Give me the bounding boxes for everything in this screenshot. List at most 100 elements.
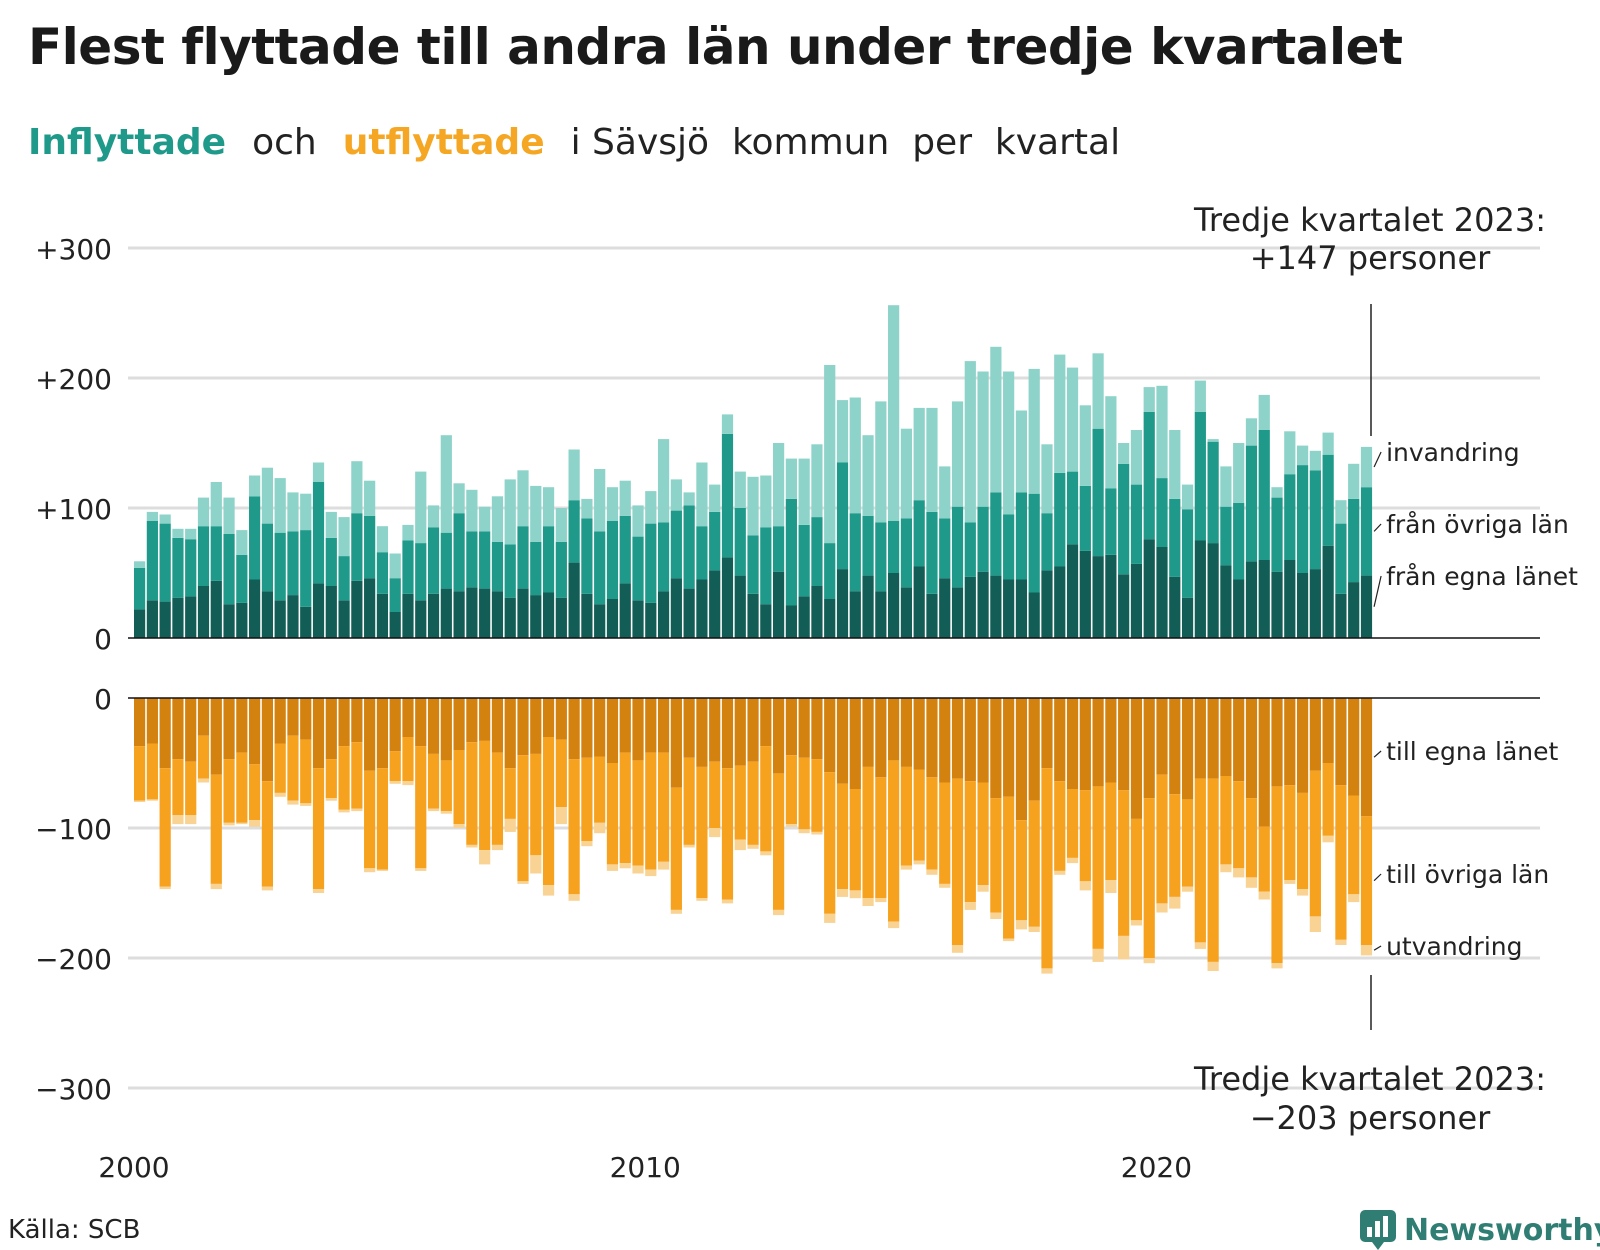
bar-outflow-own-county	[1181, 698, 1194, 800]
bar-outflow-emigration	[581, 841, 593, 847]
bar-inflow-other-county	[939, 518, 951, 579]
bar-outflow-emigration	[645, 869, 657, 877]
bar-outflow-own-county	[849, 698, 861, 789]
bar-inflow-other-county	[504, 544, 516, 598]
bar-outflow-emigration	[1066, 857, 1079, 864]
bar-inflow-own-county	[696, 579, 708, 638]
bar-inflow-immigration	[1258, 394, 1270, 430]
bar-outflow-other-county	[1156, 774, 1168, 904]
bar-outflow-own-county	[1348, 698, 1360, 796]
bar-outflow-emigration	[1271, 963, 1283, 969]
top-y-tick-label: +200	[35, 363, 112, 396]
bar-outflow-emigration	[312, 889, 325, 893]
bar-outflow-other-county	[542, 737, 555, 886]
bar-outflow-emigration	[1360, 945, 1373, 956]
bar-inflow-own-county	[1118, 574, 1130, 638]
bar-inflow-other-county	[172, 537, 184, 598]
bar-outflow-own-county	[542, 698, 555, 737]
bar-inflow-other-county	[415, 543, 427, 601]
bar-inflow-own-county	[1207, 543, 1219, 638]
bar-inflow-other-county	[210, 526, 222, 581]
bar-inflow-immigration	[504, 479, 516, 545]
bar-inflow-immigration	[542, 487, 555, 527]
chart-subtitle: Inflyttade och utflyttade i Sävsjö kommun p…	[28, 122, 1146, 163]
bar-outflow-emigration	[619, 863, 631, 869]
bar-inflow-other-county	[1194, 411, 1206, 541]
bar-outflow-other-county	[862, 766, 874, 899]
bar-outflow-emigration	[696, 898, 708, 901]
bar-inflow-other-county	[1271, 497, 1283, 572]
bar-outflow-own-county	[491, 698, 504, 753]
subtitle-rest: i Sävsjö kommun per kvartal	[570, 122, 1121, 163]
bar-inflow-other-county	[900, 518, 912, 588]
bar-outflow-other-county	[479, 740, 491, 851]
bar-inflow-other-county	[824, 543, 836, 599]
bar-outflow-own-county	[453, 698, 465, 750]
bar-outflow-emigration	[415, 868, 427, 871]
bar-inflow-other-county	[1041, 513, 1053, 571]
bar-inflow-own-county	[325, 586, 337, 638]
bar-outflow-other-county	[709, 761, 721, 828]
bar-inflow-own-county	[785, 605, 797, 638]
bar-inflow-immigration	[888, 305, 900, 521]
bar-outflow-other-county	[1028, 800, 1040, 927]
bar-outflow-emigration	[798, 829, 810, 834]
label-to-other-counties: till övriga län	[1386, 860, 1549, 889]
bar-outflow-emigration	[159, 886, 171, 890]
bar-outflow-emigration	[926, 869, 938, 875]
bar-inflow-other-county	[530, 541, 542, 596]
bar-inflow-immigration	[875, 401, 887, 523]
bar-inflow-immigration	[645, 491, 657, 524]
bar-outflow-own-county	[670, 698, 682, 788]
bar-outflow-emigration	[1233, 868, 1245, 878]
bar-outflow-other-county	[594, 756, 606, 823]
bar-inflow-own-county	[1245, 561, 1258, 638]
bar-outflow-other-county	[1296, 792, 1309, 890]
bar-inflow-other-county	[734, 508, 746, 576]
bar-inflow-other-county	[709, 511, 721, 571]
bar-outflow-own-county	[1079, 698, 1091, 791]
bar-outflow-own-county	[555, 698, 567, 740]
bar-inflow-own-county	[146, 600, 158, 638]
bar-inflow-own-county	[964, 576, 976, 638]
bar-inflow-own-county	[172, 597, 184, 638]
bar-inflow-immigration	[1207, 439, 1219, 442]
bar-inflow-immigration	[1194, 380, 1206, 412]
bar-outflow-emigration	[236, 822, 248, 825]
bar-inflow-immigration	[951, 401, 964, 507]
bar-inflow-immigration	[1284, 431, 1296, 475]
bar-outflow-other-county	[836, 783, 849, 890]
bar-inflow-other-county	[1181, 509, 1194, 598]
bar-inflow-other-county	[1258, 430, 1270, 560]
bar-outflow-emigration	[1169, 896, 1181, 909]
bar-outflow-own-county	[1245, 698, 1258, 799]
label-emigration-leader	[1373, 945, 1382, 951]
bar-outflow-other-county	[146, 743, 158, 800]
bar-inflow-own-county	[1348, 582, 1360, 638]
label-immigration-leader	[1373, 451, 1382, 468]
bar-outflow-emigration	[1054, 870, 1066, 875]
bar-inflow-immigration	[939, 466, 951, 519]
bar-outflow-own-county	[1054, 698, 1066, 782]
bar-inflow-immigration	[479, 506, 491, 532]
bar-outflow-own-county	[875, 698, 887, 778]
bar-inflow-own-county	[1092, 556, 1104, 638]
bar-inflow-other-county	[159, 523, 171, 602]
bar-outflow-other-county	[1066, 789, 1079, 858]
bar-inflow-own-county	[1143, 539, 1155, 638]
bar-inflow-immigration	[683, 492, 695, 506]
bar-inflow-immigration	[1105, 396, 1117, 489]
bar-outflow-other-county	[210, 774, 222, 884]
bar-inflow-other-county	[1092, 428, 1104, 557]
top-y-tick-label: +100	[35, 493, 112, 526]
bar-outflow-own-county	[1041, 698, 1053, 769]
bar-outflow-emigration	[542, 885, 555, 896]
bar-inflow-other-county	[913, 500, 925, 567]
bar-outflow-other-county	[1054, 781, 1066, 871]
bar-outflow-other-county	[888, 760, 900, 922]
bar-outflow-own-county	[811, 698, 823, 760]
bar-inflow-own-county	[300, 606, 312, 638]
bar-inflow-immigration	[747, 476, 759, 536]
bar-outflow-emigration	[479, 850, 491, 865]
bar-outflow-other-county	[1233, 781, 1245, 869]
